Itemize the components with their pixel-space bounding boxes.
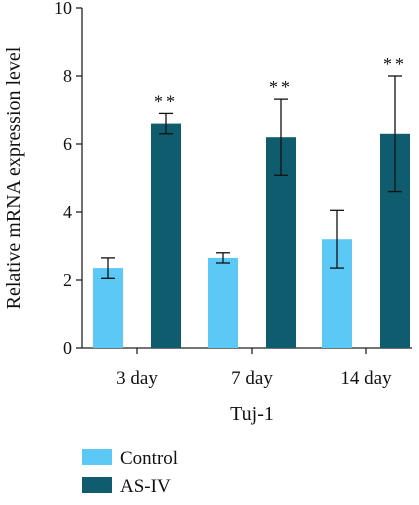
bar-control-0 [93,268,123,348]
labels: Tuj-1 Relative mRNA expression level [3,46,274,425]
legend-label-0: Control [120,448,178,469]
x-tick-label: 14 day [340,368,392,389]
legend-swatch-0 [82,449,112,465]
legend-label-1: AS-IV [120,476,171,497]
axes: 0 2 4 6 8 10 3 day 7 day 14 day [54,0,412,389]
significance-label: ** [154,91,178,111]
bar-control-1 [208,257,238,348]
bar-as-iv-0 [151,123,181,348]
y-tick-label: 4 [63,202,72,222]
y-tick-label: 6 [63,134,72,154]
y-tick-label: 8 [63,66,72,86]
y-tick-label: 0 [63,338,72,358]
x-axis-title: Tuj-1 [230,403,274,425]
significance-label: ** [269,77,293,97]
x-tick-label: 7 day [231,368,273,389]
legend: Control AS-IV [82,448,178,497]
bars: ** ** ** [93,54,410,348]
y-tick-label: 2 [63,270,72,290]
legend-swatch-1 [82,477,112,493]
y-tick-label: 10 [54,0,72,18]
y-axis-title: Relative mRNA expression level [3,46,25,309]
x-tick-label: 3 day [116,368,158,389]
significance-label: ** [383,54,407,74]
